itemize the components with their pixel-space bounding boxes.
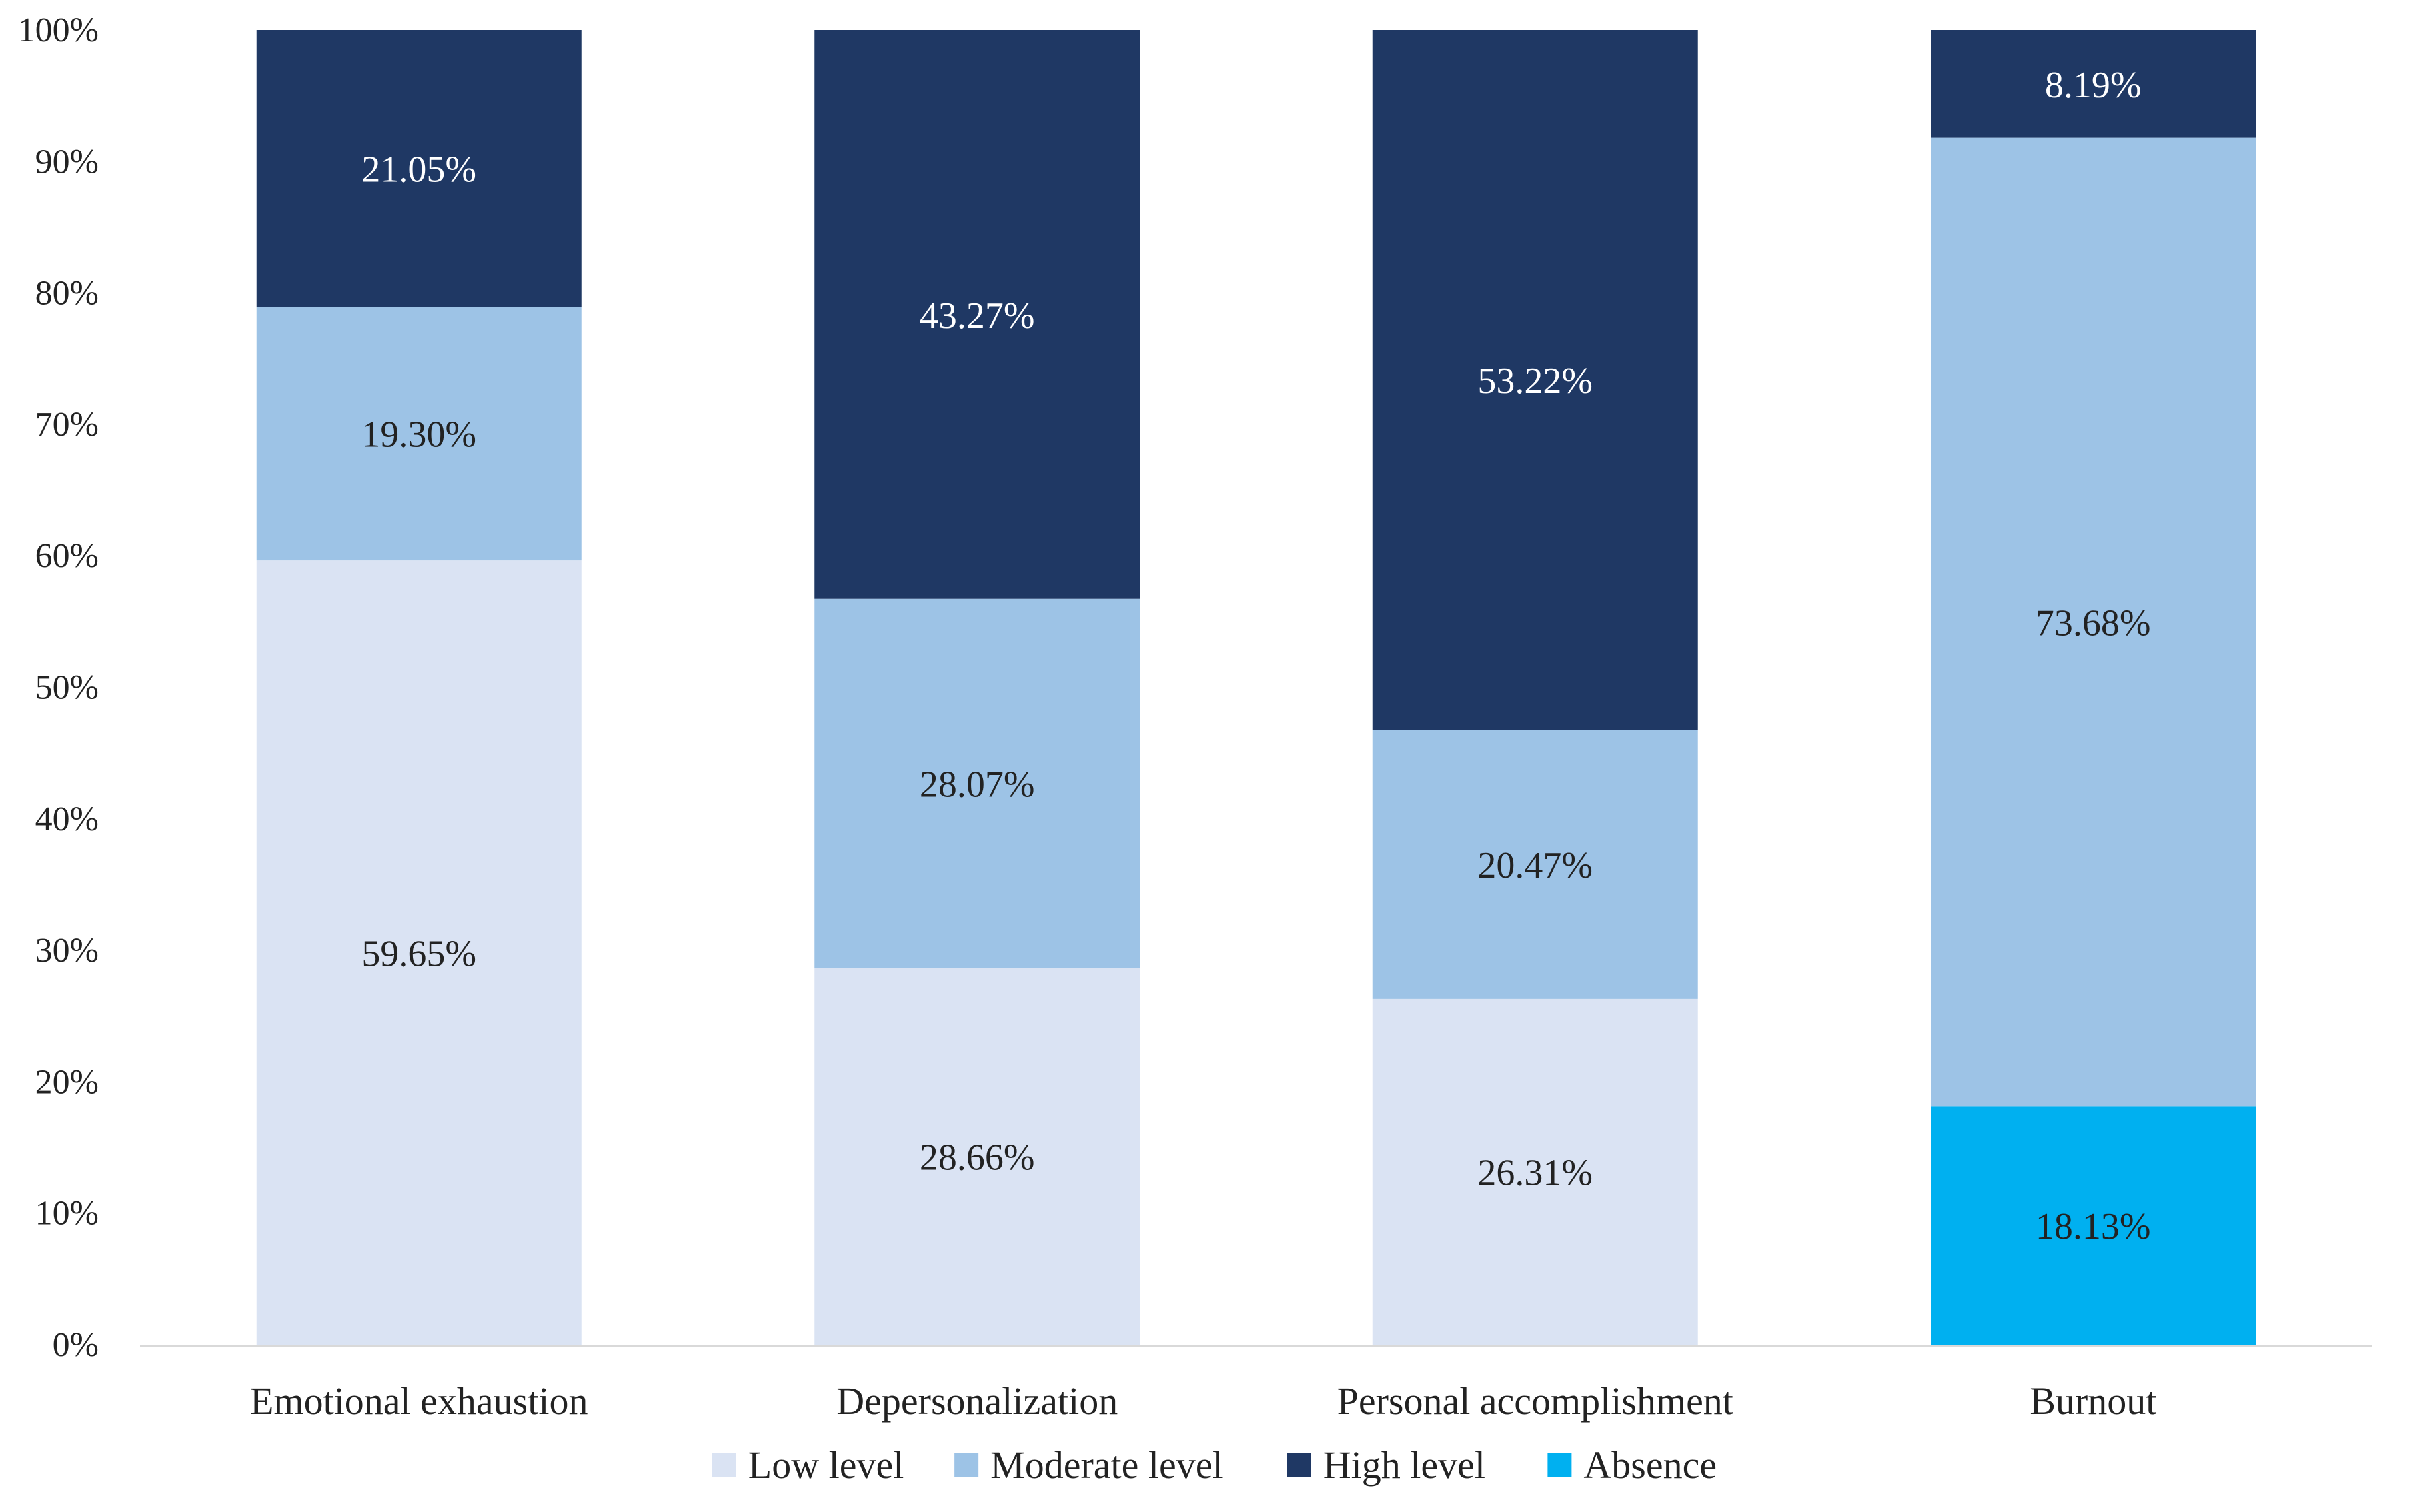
x-axis: Emotional exhaustion Depersonalization Per… — [140, 1345, 2372, 1423]
bar-segment-moderate-level — [1372, 730, 1698, 999]
data-label: 19.30% — [361, 414, 476, 456]
legend-label: Absence — [1583, 1443, 1717, 1487]
data-label: 8.19% — [2045, 65, 2142, 106]
y-axis: 0% 10% 20% 30% 40% 50% 60% 70% 80% 90% 100% — [18, 11, 99, 1364]
bar-segment-low-level — [814, 968, 1140, 1345]
y-tick-label: 20% — [35, 1063, 99, 1101]
y-tick-label: 100% — [18, 11, 99, 49]
data-label: 20.47% — [1477, 845, 1593, 886]
data-label: 59.65% — [361, 934, 476, 975]
data-label: 53.22% — [1477, 361, 1593, 402]
bar-segment-high-level — [1931, 30, 2256, 138]
y-tick-label: 30% — [35, 932, 99, 970]
data-label: 26.31% — [1477, 1152, 1593, 1193]
y-tick-label: 10% — [35, 1195, 99, 1233]
y-tick-label: 70% — [35, 406, 99, 444]
bar-segment-high-level — [1372, 30, 1698, 730]
legend-swatch — [1547, 1453, 1572, 1477]
y-tick-label: 50% — [35, 669, 99, 707]
legend-label: Low level — [748, 1443, 904, 1487]
bar-segment-high-level — [814, 30, 1140, 599]
legend-swatch — [1287, 1453, 1311, 1477]
legend-label: Moderate level — [990, 1443, 1223, 1487]
bar-segment-low-level — [256, 560, 582, 1345]
data-label: 18.13% — [2036, 1206, 2151, 1247]
y-tick-label: 80% — [35, 275, 99, 313]
category-label: Emotional exhaustion — [250, 1379, 588, 1423]
legend: Low level Moderate level High level Absence — [712, 1443, 1717, 1487]
y-tick-label: 0% — [53, 1326, 99, 1364]
data-label: 73.68% — [2036, 602, 2151, 644]
y-tick-label: 40% — [35, 800, 99, 838]
category-label: Personal accomplishment — [1337, 1379, 1733, 1423]
data-label: 21.05% — [361, 149, 476, 191]
bar-segment-moderate-level — [1931, 137, 2256, 1107]
category-label: Burnout — [2030, 1379, 2156, 1423]
bar-segment-moderate-level — [256, 307, 582, 561]
data-label: 28.07% — [920, 764, 1035, 806]
data-label: 28.66% — [920, 1137, 1035, 1178]
data-label: 43.27% — [920, 295, 1035, 337]
bar-segment-high-level — [256, 30, 582, 307]
bar-segment-low-level — [1372, 998, 1698, 1345]
bar-segment-absence — [1931, 1106, 2256, 1345]
y-tick-label: 90% — [35, 143, 99, 181]
bars: 59.65% 19.30% 21.05% 28.66% 28.07% 43.27% 26.3… — [256, 30, 2256, 1345]
legend-swatch — [954, 1453, 979, 1477]
bar-segment-moderate-level — [814, 598, 1140, 968]
legend-label: High level — [1323, 1443, 1485, 1487]
y-tick-label: 60% — [35, 537, 99, 575]
legend-swatch — [712, 1453, 736, 1477]
category-label: Depersonalization — [836, 1379, 1118, 1423]
